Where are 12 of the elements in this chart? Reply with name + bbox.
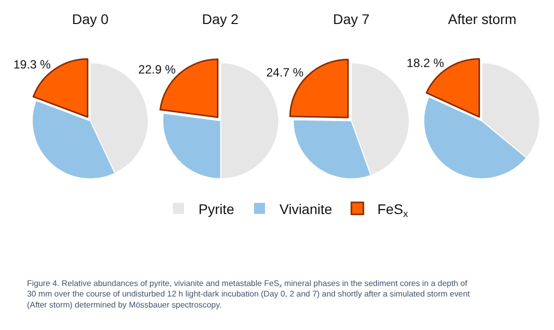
chart-title: Day 0 xyxy=(72,11,109,27)
data-label: 24.7 % xyxy=(266,66,304,80)
chart-title: Day 7 xyxy=(333,11,370,27)
legend-label: FeS$_{x}$ xyxy=(377,200,408,220)
data-label: 22.9 % xyxy=(138,62,176,77)
chart-title: After storm xyxy=(448,11,516,27)
data-label: 18.2 % xyxy=(406,56,444,70)
caption: Figure 4. Relative abundances of pyrite, vivianite and metastable FeS$_{x}$ mineral phases in the sediment cores in a depth of 30 mm over the course of undisturbed 12 h light-dark incubation (Day 0, 2 and 7) and shortly after a simulated storm event (After storm) determined by Mössbauer spectroscopy. xyxy=(27,279,471,310)
legend-label: Pyrite xyxy=(198,200,234,217)
data-label: 19.3 % xyxy=(13,58,52,72)
legend-label: Vivianite xyxy=(280,200,332,217)
chart-title: Day 2 xyxy=(202,11,239,27)
